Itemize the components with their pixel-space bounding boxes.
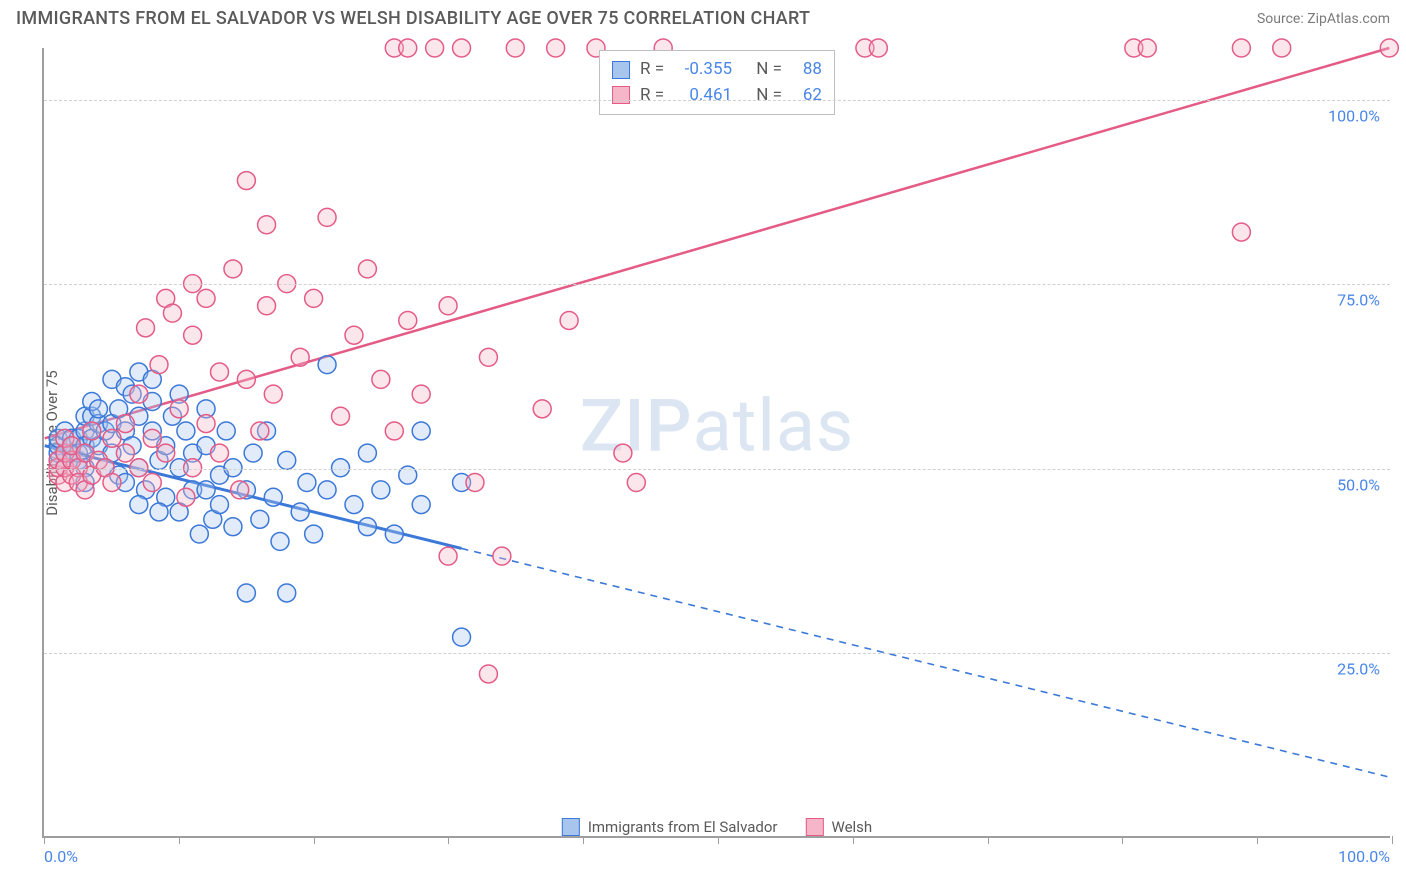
ytick-label: 75.0% <box>1337 291 1380 310</box>
xtick <box>853 836 854 844</box>
ytick-label: 100.0% <box>1328 106 1380 125</box>
stats-n-label: N = <box>756 57 782 83</box>
chart-title: IMMIGRANTS FROM EL SALVADOR VS WELSH DIS… <box>16 8 810 29</box>
legend-item-1: Welsh <box>805 818 872 836</box>
gridline-h <box>44 469 1390 470</box>
stats-n-value-1: 62 <box>792 83 822 109</box>
ytick-label: 25.0% <box>1337 660 1380 679</box>
plot-svg-points <box>44 48 1390 836</box>
chart-source: Source: ZipAtlas.com <box>1257 11 1390 27</box>
xtick <box>1257 836 1258 844</box>
plot-svg-lines <box>44 48 1390 836</box>
xtick <box>1122 836 1123 844</box>
stats-row-series-0: R = -0.355 N = 88 <box>612 57 822 83</box>
xtick <box>583 836 584 844</box>
xtick-label: 100.0% <box>1338 847 1390 866</box>
xtick <box>1392 836 1393 844</box>
source-name: ZipAtlas.com <box>1307 11 1390 27</box>
xtick <box>988 836 989 844</box>
stats-r-label: R = <box>640 83 664 109</box>
watermark-light: atlas <box>693 384 855 469</box>
chart-area: Disability Age Over 75 ZIPatlas R = -0.3… <box>42 48 1390 838</box>
chart-header: IMMIGRANTS FROM EL SALVADOR VS WELSH DIS… <box>0 0 1406 33</box>
legend: Immigrants from El Salvador Welsh <box>554 818 880 836</box>
xtick <box>718 836 719 844</box>
stats-r-value-1: 0.461 <box>674 83 732 109</box>
source-prefix: Source: <box>1257 11 1307 27</box>
stats-box: R = -0.355 N = 88 R = 0.461 N = 62 <box>599 50 835 115</box>
xtick <box>448 836 449 844</box>
stats-r-value-0: -0.355 <box>674 57 732 83</box>
xtick <box>179 836 180 844</box>
gridline-h <box>44 100 1390 101</box>
stats-swatch-0 <box>612 61 630 79</box>
legend-label-0: Immigrants from El Salvador <box>588 818 778 836</box>
xtick <box>44 836 45 844</box>
legend-swatch-1 <box>805 818 823 836</box>
stats-swatch-1 <box>612 86 630 104</box>
ytick-label: 50.0% <box>1337 475 1380 494</box>
gridline-h <box>44 653 1390 654</box>
legend-swatch-0 <box>562 818 580 836</box>
watermark: ZIPatlas <box>580 384 854 469</box>
plot-area: ZIPatlas R = -0.355 N = 88 R = 0.461 N =… <box>42 48 1390 838</box>
legend-label-1: Welsh <box>831 818 872 836</box>
legend-item-0: Immigrants from El Salvador <box>562 818 778 836</box>
watermark-bold: ZIP <box>580 384 693 469</box>
stats-n-value-0: 88 <box>792 57 822 83</box>
stats-r-label: R = <box>640 57 664 83</box>
stats-n-label: N = <box>756 83 782 109</box>
stats-row-series-1: R = 0.461 N = 62 <box>612 83 822 109</box>
xtick-label: 0.0% <box>44 847 78 866</box>
gridline-h <box>44 284 1390 285</box>
xtick <box>314 836 315 844</box>
